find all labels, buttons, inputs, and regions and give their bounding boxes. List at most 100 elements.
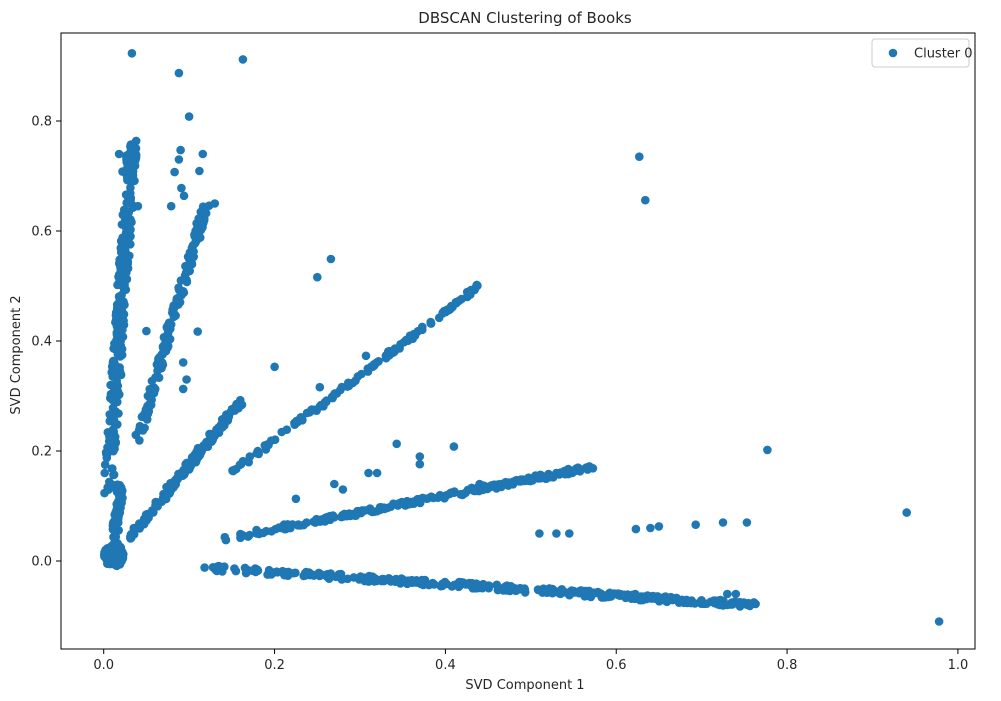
data-point xyxy=(194,214,203,223)
data-point xyxy=(181,268,191,278)
x-tick-label: 0.8 xyxy=(777,658,798,673)
data-point xyxy=(392,439,402,449)
data-point xyxy=(360,506,370,515)
data-point xyxy=(114,409,123,418)
data-point xyxy=(650,594,660,603)
data-point xyxy=(198,223,207,232)
data-point xyxy=(731,589,741,599)
data-point xyxy=(163,343,172,353)
data-point xyxy=(307,405,317,414)
data-point xyxy=(256,528,265,538)
data-point xyxy=(390,347,399,356)
data-point xyxy=(123,162,133,171)
data-point xyxy=(162,482,171,492)
data-point xyxy=(200,563,209,572)
x-tick-label: 0.4 xyxy=(435,658,456,673)
data-point xyxy=(114,149,124,159)
data-point xyxy=(214,561,224,571)
data-point xyxy=(723,600,732,610)
data-point xyxy=(361,351,371,361)
data-point xyxy=(217,420,226,429)
data-point xyxy=(111,310,121,320)
data-point xyxy=(557,587,566,596)
data-point xyxy=(493,481,502,491)
data-point xyxy=(263,440,273,449)
data-point xyxy=(109,359,118,368)
data-point xyxy=(243,532,253,541)
data-point xyxy=(237,532,246,541)
data-point xyxy=(279,570,289,579)
data-point xyxy=(121,190,131,199)
data-point xyxy=(121,211,130,220)
data-point xyxy=(123,198,133,208)
data-point xyxy=(147,388,157,397)
y-tick-label: 0.6 xyxy=(31,225,52,240)
data-point xyxy=(326,254,336,264)
data-point xyxy=(635,152,644,161)
data-point xyxy=(372,468,382,478)
data-point xyxy=(635,595,645,605)
data-point xyxy=(184,112,194,121)
data-point xyxy=(691,520,700,529)
data-point xyxy=(505,582,515,591)
data-point xyxy=(133,201,143,211)
data-point xyxy=(408,578,417,587)
legend: Cluster 0 xyxy=(871,38,973,68)
data-point xyxy=(221,535,231,545)
data-point xyxy=(174,283,183,293)
data-point xyxy=(464,289,474,299)
y-tick-label: 0.8 xyxy=(31,115,52,130)
data-point xyxy=(176,145,185,155)
data-point xyxy=(190,239,200,248)
data-point xyxy=(238,456,248,466)
data-point xyxy=(108,464,117,473)
data-point xyxy=(370,574,380,583)
data-point xyxy=(270,362,279,372)
data-point xyxy=(119,285,129,294)
data-point xyxy=(105,432,114,441)
data-point xyxy=(468,486,478,495)
data-point xyxy=(409,497,419,506)
data-point xyxy=(116,369,125,378)
data-point xyxy=(346,511,355,521)
data-point xyxy=(228,466,238,476)
data-point xyxy=(473,281,482,291)
data-point xyxy=(269,568,278,577)
data-point xyxy=(211,429,220,438)
data-point xyxy=(227,404,237,414)
data-point xyxy=(117,239,127,248)
data-point xyxy=(126,533,136,543)
data-point xyxy=(380,504,389,514)
data-point xyxy=(117,549,127,558)
data-point xyxy=(475,479,484,489)
data-point xyxy=(449,442,459,451)
data-point xyxy=(383,575,393,585)
data-point xyxy=(300,568,310,578)
data-point xyxy=(128,141,138,150)
data-point xyxy=(364,468,373,478)
data-point xyxy=(100,468,109,478)
data-point xyxy=(902,508,911,517)
legend-marker xyxy=(888,48,898,58)
data-point xyxy=(111,318,120,327)
data-point xyxy=(109,344,118,353)
data-point xyxy=(122,151,131,160)
data-point xyxy=(237,400,247,410)
data-point xyxy=(189,247,198,256)
plot-frame xyxy=(60,32,976,650)
y-axis-label: SVD Component 2 xyxy=(9,295,24,414)
plot-area xyxy=(100,49,944,626)
y-tick-label: 0.2 xyxy=(31,445,52,460)
data-point xyxy=(174,68,184,78)
data-point xyxy=(391,574,401,584)
data-point xyxy=(113,280,122,290)
data-point xyxy=(182,275,191,285)
data-point xyxy=(381,353,391,363)
data-point xyxy=(417,575,427,585)
data-point xyxy=(742,518,752,527)
data-point xyxy=(415,459,425,469)
data-point xyxy=(690,599,700,608)
data-point xyxy=(253,566,263,575)
data-point xyxy=(166,201,176,211)
